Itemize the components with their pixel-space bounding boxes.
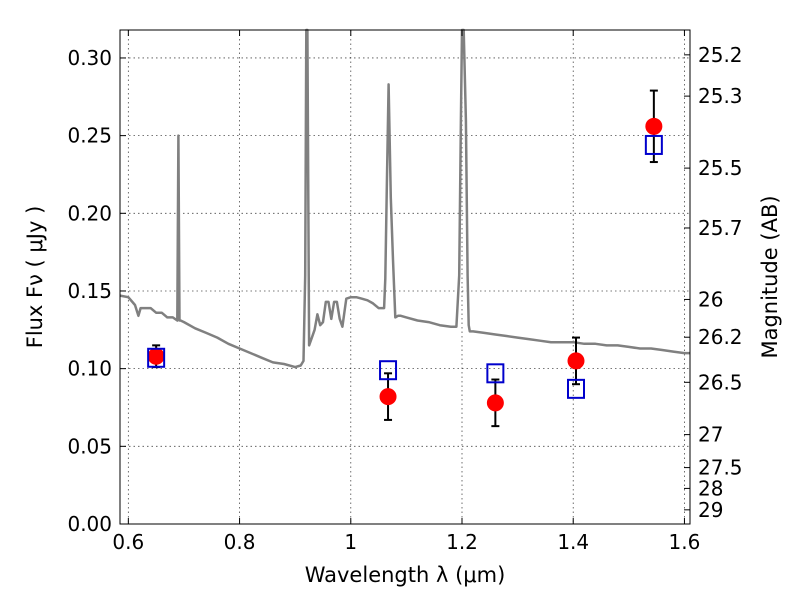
grid-lines [120, 30, 690, 525]
mag-tick-label: 27.5 [698, 456, 743, 480]
observed-flux-point [567, 352, 585, 370]
x-tick-label: 1.6 [669, 530, 701, 554]
x-tick-label: 0.8 [224, 530, 256, 554]
observed-flux-point [645, 117, 663, 135]
x-tick-label: 1 [344, 530, 357, 554]
model-flux-square [147, 347, 166, 368]
y-tick-label: 0.00 [67, 512, 112, 536]
y-tick-label: 0.20 [67, 201, 112, 225]
y-tick-label: 0.30 [67, 46, 112, 70]
y-tick-label: 0.05 [67, 434, 112, 458]
x-tick-label: 0.6 [112, 530, 144, 554]
mag-tick-label: 26.5 [698, 370, 743, 394]
y-axis-right-label: Magnitude (AB) [758, 195, 782, 358]
mag-tick-label: 25.2 [698, 43, 743, 67]
y-tick-label: 0.15 [67, 279, 112, 303]
plot-frame [119, 29, 691, 525]
observed-flux-point [147, 347, 165, 365]
x-axis-label: Wavelength λ (μm) [305, 563, 506, 587]
mag-tick-label: 26.2 [698, 325, 743, 349]
mag-tick-label: 25.5 [698, 156, 743, 180]
y-axis-label: Flux Fν ( μJy ) [23, 206, 47, 349]
y-axis-left: 0.00 0.05 0.10 0.15 0.20 0.25 0.30 [67, 46, 126, 536]
x-axis: 0.6 0.8 1 1.2 1.4 1.6 [112, 30, 700, 554]
mag-tick-label: 25.3 [698, 84, 743, 108]
x-tick-label: 1.2 [446, 530, 478, 554]
y-tick-label: 0.25 [67, 124, 112, 148]
spectrum-line-group [119, 28, 690, 369]
model-flux-square [567, 378, 585, 399]
y-tick-label: 0.10 [67, 357, 112, 381]
mag-tick-label: 27 [698, 423, 723, 447]
mag-tick-label: 28 [698, 476, 723, 500]
model-flux-square [379, 360, 398, 381]
model-squares [147, 134, 663, 399]
observed-points [147, 117, 663, 412]
mag-tick-label: 26 [698, 287, 723, 311]
error-bars [152, 89, 658, 428]
observed-flux-point [486, 394, 504, 412]
spectrum-line [119, 28, 690, 369]
observed-flux-point [379, 388, 397, 406]
mag-tick-label: 29 [698, 498, 723, 522]
model-flux-square [486, 363, 505, 384]
mag-tick-label: 25.7 [698, 216, 743, 240]
model-flux-square [644, 134, 663, 155]
x-tick-label: 1.4 [557, 530, 589, 554]
